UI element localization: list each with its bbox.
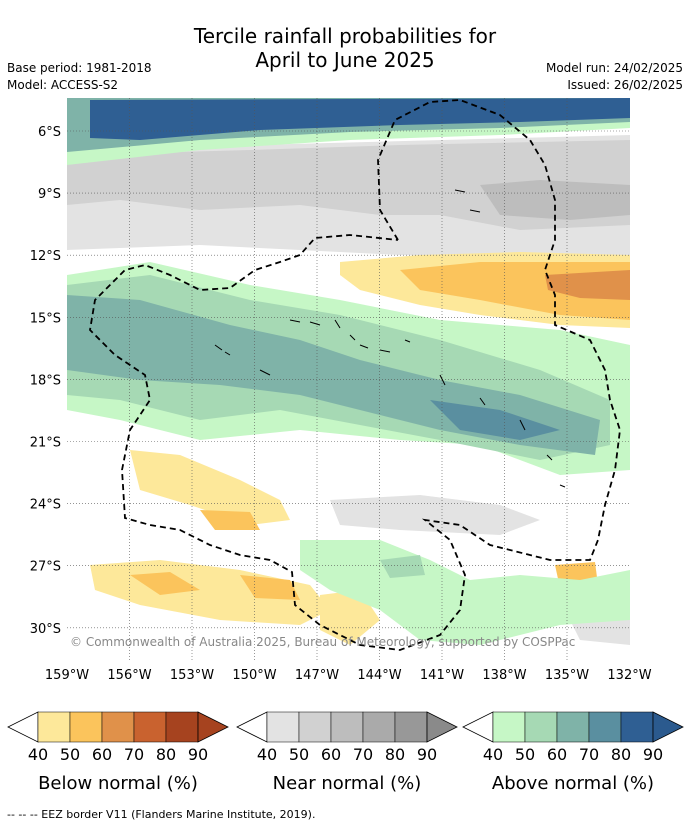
lat-tick-label: 12°S bbox=[30, 249, 61, 264]
colorbar-tick-label: 50 bbox=[515, 745, 535, 764]
colorbar-max-arrow bbox=[652, 711, 684, 743]
colorbar-segment bbox=[556, 711, 590, 743]
lon-tick-label: 141°W bbox=[420, 668, 464, 683]
near-normal-region-south bbox=[330, 495, 540, 535]
colorbar-tick-label: 40 bbox=[483, 745, 503, 764]
lat-tick-label: 30°S bbox=[30, 622, 61, 637]
colorbar-3: 40 50 60 70 80 90 Above normal (%) bbox=[462, 711, 684, 794]
lat-tick-label: 15°S bbox=[30, 311, 61, 326]
colorbar-tick-label: 70 bbox=[124, 745, 144, 764]
colorbar-max-arrow bbox=[426, 711, 458, 743]
lat-tick-label: 6°S bbox=[38, 125, 61, 140]
colorbar-tick-label: 90 bbox=[188, 745, 208, 764]
below-normal-region-south-60b bbox=[240, 575, 300, 600]
map-title: Tercile rainfall probabilities for April… bbox=[0, 24, 690, 72]
title-line-2: April to June 2025 bbox=[255, 48, 435, 72]
colorbar-tick-label: 50 bbox=[289, 745, 309, 764]
copyright-notice: © Commonwealth of Australia 2025, Bureau… bbox=[70, 635, 575, 649]
colorbar-2: 40 50 60 70 80 90 Near normal (%) bbox=[236, 711, 458, 794]
longitude-axis: 159°W 156°W 153°W 150°W 147°W 144°W 141°W 138°W… bbox=[45, 668, 652, 683]
colorbar-segment bbox=[133, 711, 167, 743]
model-run: Model run: 24/02/2025 bbox=[545, 61, 683, 75]
map-plot-area bbox=[67, 98, 630, 661]
lat-tick-label: 24°S bbox=[30, 498, 61, 513]
lon-tick-label: 132°W bbox=[607, 668, 651, 683]
lon-tick-label: 159°W bbox=[45, 668, 89, 683]
lon-tick-label: 147°W bbox=[295, 668, 339, 683]
below-normal-region-south-60 bbox=[130, 572, 200, 595]
latitude-axis: 6°S 9°S 12°S 15°S 18°S 21°S 24°S 27°S 30°S bbox=[30, 125, 61, 637]
meta-left: Base period: 1981-2018 Model: ACCESS-S2 bbox=[7, 60, 152, 94]
lat-tick-label: 21°S bbox=[30, 436, 61, 451]
colorbar-segment bbox=[394, 711, 428, 743]
colorbar-segment bbox=[492, 711, 526, 743]
colorbar-segment bbox=[362, 711, 396, 743]
below-normal-region-east-70 bbox=[545, 270, 630, 300]
colorbar-tick-label: 40 bbox=[28, 745, 48, 764]
meta-right: Model run: 24/02/2025 Issued: 26/02/2025 bbox=[546, 60, 683, 94]
colorbar-tick-label: 70 bbox=[579, 745, 599, 764]
lon-tick-label: 156°W bbox=[107, 668, 151, 683]
eez-footer-note: -- -- -- EEZ border V11 (Flanders Marine… bbox=[7, 808, 316, 821]
colorbar-tick-label: 90 bbox=[417, 745, 437, 764]
colorbar-segment bbox=[69, 711, 103, 743]
above-normal-region-north-80 bbox=[90, 98, 630, 140]
eez-border bbox=[89, 99, 621, 651]
issued-date: Issued: 26/02/2025 bbox=[567, 78, 683, 92]
lon-tick-label: 150°W bbox=[232, 668, 276, 683]
colorbar-tick-label: 70 bbox=[353, 745, 373, 764]
lat-tick-label: 27°S bbox=[30, 560, 61, 575]
lon-tick-label: 135°W bbox=[545, 668, 589, 683]
colorbar-tick-label: 80 bbox=[156, 745, 176, 764]
below-normal-region-southwest bbox=[130, 450, 290, 525]
near-normal-region-north-50 bbox=[67, 140, 630, 230]
colorbar-min-arrow bbox=[236, 711, 268, 743]
colorbar-tick-label: 60 bbox=[547, 745, 567, 764]
lat-tick-label: 9°S bbox=[38, 187, 61, 202]
lon-tick-label: 144°W bbox=[357, 668, 401, 683]
colorbar-min-arrow bbox=[462, 711, 494, 743]
colorbar-title: Below normal (%) bbox=[38, 773, 198, 794]
colorbar-segment bbox=[620, 711, 654, 743]
model-name: Model: ACCESS-S2 bbox=[7, 78, 119, 92]
colorbar-segment bbox=[37, 711, 71, 743]
lon-tick-label: 153°W bbox=[170, 668, 214, 683]
lon-tick-label: 138°W bbox=[482, 668, 526, 683]
colorbar-tick-label: 40 bbox=[257, 745, 277, 764]
base-period: Base period: 1981-2018 bbox=[7, 61, 152, 75]
colorbar-segment bbox=[101, 711, 135, 743]
colorbar-max-arrow bbox=[197, 711, 229, 743]
above-normal-region-central-70 bbox=[430, 400, 560, 440]
colorbar-min-arrow bbox=[7, 711, 39, 743]
colorbar-tick-label: 60 bbox=[321, 745, 341, 764]
colorbar-title: Near normal (%) bbox=[273, 773, 422, 794]
title-line-1: Tercile rainfall probabilities for bbox=[193, 24, 497, 48]
above-normal-region-south-50 bbox=[380, 555, 425, 578]
colorbar-tick-label: 90 bbox=[643, 745, 663, 764]
colorbar-tick-label: 80 bbox=[385, 745, 405, 764]
colorbar-segment bbox=[298, 711, 332, 743]
colorbar-tick-label: 60 bbox=[92, 745, 112, 764]
below-normal-region-southwest-60 bbox=[200, 510, 260, 530]
colorbar-segment bbox=[165, 711, 199, 743]
probability-map: 6°S 9°S 12°S 15°S 18°S 21°S 24°S 27°S 30°S 159°W… bbox=[7, 98, 684, 794]
colorbar-tick-label: 50 bbox=[60, 745, 80, 764]
colorbar-tick-label: 80 bbox=[611, 745, 631, 764]
colorbar-title: Above normal (%) bbox=[492, 773, 654, 794]
colorbar-segment bbox=[588, 711, 622, 743]
islands bbox=[214, 189, 566, 488]
colorbar-segment bbox=[330, 711, 364, 743]
above-normal-region-south bbox=[300, 540, 630, 645]
colorbars: 40 50 60 70 80 90 Below normal (%) 40 50 60 70 80 90… bbox=[7, 711, 684, 794]
lat-tick-label: 18°S bbox=[30, 373, 61, 388]
colorbar-1: 40 50 60 70 80 90 Below normal (%) bbox=[7, 711, 229, 794]
colorbar-segment bbox=[266, 711, 300, 743]
colorbar-segment bbox=[524, 711, 558, 743]
